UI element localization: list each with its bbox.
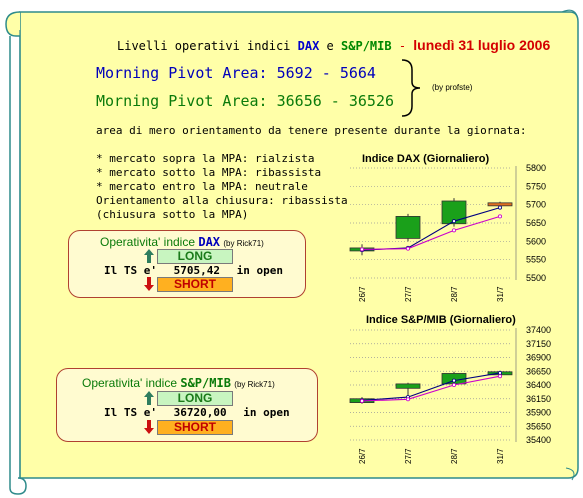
long-button[interactable]: LONG <box>157 249 233 264</box>
mpa-mib-label: Morning Pivot Area: <box>96 92 268 110</box>
op-dax-index: DAX <box>198 235 221 249</box>
chart-mib-title: Indice S&P/MIB (Giornaliero) <box>366 314 516 326</box>
series-point <box>406 246 411 251</box>
arrow-down-icon <box>144 420 154 434</box>
series-point <box>497 214 502 219</box>
x-tick-label: 26/7 <box>358 286 367 302</box>
series-point <box>452 378 457 383</box>
series-point <box>406 397 411 402</box>
y-tick-label: 5600 <box>526 236 546 246</box>
series-point <box>359 398 364 403</box>
orientation-note: area di mero orientamento da tenere pres… <box>96 124 527 137</box>
series-point <box>359 247 364 252</box>
series-line <box>361 215 501 250</box>
ts-label: Il TS e' <box>104 264 157 277</box>
op-mib-index: S&P/MIB <box>180 376 231 390</box>
series-point <box>452 219 457 224</box>
arrow-down-icon <box>144 277 154 291</box>
short-button[interactable]: SHORT <box>157 420 233 435</box>
y-tick-label: 36650 <box>526 366 551 376</box>
rule-line: (chiusura sotto la MPA) <box>96 208 249 221</box>
x-tick-label: 26/7 <box>358 448 367 464</box>
mpa-dax-range: 5692 - 5664 <box>276 64 376 82</box>
y-tick-label: 35900 <box>526 408 551 418</box>
candle-body <box>395 383 421 389</box>
y-tick-label: 35400 <box>526 435 551 445</box>
y-tick-label: 37400 <box>526 325 551 335</box>
y-tick-label: 5650 <box>526 218 546 228</box>
header-prefix: Livelli operativi indici <box>117 39 291 53</box>
series-point <box>497 205 502 210</box>
y-tick-label: 5750 <box>526 181 546 191</box>
rule-line: * mercato sopra la MPA: rialzista <box>96 152 315 165</box>
op-dax-title: Operativita' indice DAX (by Rick71) <box>100 235 264 249</box>
y-tick-label: 5700 <box>526 200 546 210</box>
x-tick-label: 28/7 <box>450 286 459 302</box>
series-point <box>497 374 502 379</box>
y-tick-label: 5800 <box>526 163 546 173</box>
op-mib-title: Operativita' indice S&P/MIB (by Rick71) <box>82 376 275 390</box>
brace-icon <box>401 59 421 117</box>
short-button[interactable]: SHORT <box>157 277 233 292</box>
header-dash: - <box>398 39 407 53</box>
header-dax: DAX <box>297 39 320 53</box>
y-tick-label: 35650 <box>526 421 551 431</box>
y-tick-label: 36900 <box>526 353 551 363</box>
op-mib-by: (by Rick71) <box>234 380 275 389</box>
header-date: lunedì 31 luglio 2006 <box>413 37 551 53</box>
op-dax-title-text: Operativita' indice <box>100 235 196 249</box>
series-point <box>497 370 502 375</box>
ts-status: in open <box>243 406 290 419</box>
op-dax-ts: Il TS e' 5705,42 in open <box>104 264 283 277</box>
series-line <box>361 375 501 402</box>
x-tick-label: 28/7 <box>450 448 459 464</box>
arrow-up-icon <box>144 391 154 405</box>
chart-dax-title: Indice DAX (Giornaliero) <box>362 153 490 165</box>
op-mib-title-text: Operativita' indice <box>82 376 178 390</box>
ts-label: Il TS e' <box>104 406 157 419</box>
candle-body <box>395 216 421 239</box>
mpa-mib-range: 36656 - 36526 <box>276 92 395 110</box>
y-tick-label: 5500 <box>526 273 546 283</box>
op-dax-by: (by Rick71) <box>223 239 264 248</box>
header-line: Livelli operativi indici DAX e S&P/MIB -… <box>117 37 550 53</box>
x-tick-label: 27/7 <box>404 286 413 302</box>
y-tick-label: 5550 <box>526 255 546 265</box>
rule-line: * mercato sotto la MPA: ribassista <box>96 166 322 179</box>
series-line <box>361 372 501 401</box>
header-conj: e <box>326 39 334 53</box>
mpa-dax-label: Morning Pivot Area: <box>96 64 268 82</box>
x-tick-label: 31/7 <box>496 448 505 464</box>
y-tick-label: 37150 <box>526 339 551 349</box>
op-mib-ts: Il TS e' 36720,00 in open <box>104 406 290 419</box>
candle-body <box>441 200 467 225</box>
ts-value: 36720,00 <box>173 406 227 419</box>
long-button[interactable]: LONG <box>157 391 233 406</box>
arrow-up-icon <box>144 249 154 263</box>
series-point <box>452 383 457 388</box>
chart-mib: 37400 37150 36900 36650 36400 36150 35900 35650… <box>349 325 551 464</box>
x-tick-label: 31/7 <box>496 286 505 302</box>
mpa-by: (by profste) <box>432 83 473 92</box>
series-line <box>361 207 501 251</box>
y-tick-label: 36400 <box>526 380 551 390</box>
series-point <box>452 228 457 233</box>
rule-line: * mercato entro la MPA: neutrale <box>96 180 308 193</box>
candle-body <box>487 202 513 207</box>
header-mib: S&P/MIB <box>341 39 392 53</box>
x-tick-label: 27/7 <box>404 448 413 464</box>
ts-value: 5705,42 <box>173 264 220 277</box>
mpa-mib: Morning Pivot Area: 36656 - 36526 <box>96 92 394 110</box>
chart-dax: 5800 5750 5700 5650 5600 5550 5500 26/7 27/7 28/7… <box>349 163 546 302</box>
rule-line: Orientamento alla chiusura: ribassista <box>96 194 348 207</box>
mpa-dax: Morning Pivot Area: 5692 - 5664 <box>96 64 376 82</box>
ts-status: in open <box>236 264 283 277</box>
y-tick-label: 36150 <box>526 394 551 404</box>
